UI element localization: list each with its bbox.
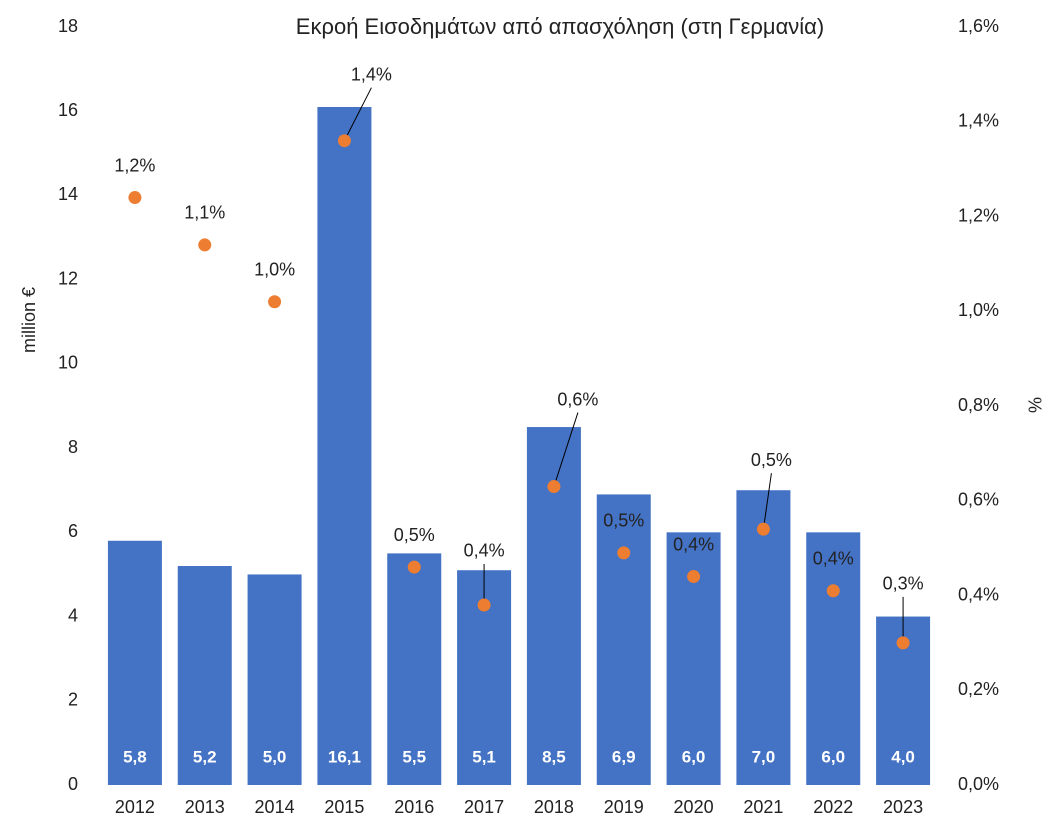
y-tick-label: 2: [68, 690, 78, 710]
bar: [247, 574, 302, 785]
x-tick-label: 2018: [534, 797, 574, 817]
y-axis-label: million €: [19, 287, 39, 353]
leader-line: [762, 473, 772, 530]
bar-value-label: 6,0: [682, 747, 706, 766]
y-tick-label: 6: [68, 521, 78, 541]
dot: [547, 480, 561, 494]
dot: [826, 584, 840, 598]
bar-value-label: 5,0: [263, 747, 287, 766]
y2-axis-label: %: [1024, 397, 1044, 413]
x-tick-label: 2023: [883, 797, 923, 817]
dot: [407, 560, 421, 574]
leader-line: [553, 412, 579, 487]
y2-tick-label: 0,0%: [958, 774, 999, 794]
x-tick-label: 2022: [813, 797, 853, 817]
x-tick-label: 2020: [674, 797, 714, 817]
y2-tick-label: 0,8%: [958, 395, 999, 415]
y2-tick-label: 0,6%: [958, 490, 999, 510]
bar: [736, 490, 791, 785]
bar: [177, 566, 232, 785]
y-tick-label: 4: [68, 605, 78, 625]
dot: [268, 295, 282, 309]
x-tick-label: 2016: [394, 797, 434, 817]
dot-value-label: 0,5%: [394, 525, 435, 545]
bar: [387, 553, 442, 785]
dot: [687, 570, 701, 584]
bar-value-label: 5,8: [123, 747, 147, 766]
dot: [337, 134, 351, 148]
bar-value-label: 6,9: [612, 747, 636, 766]
y-tick-label: 14: [58, 184, 78, 204]
y-tick-label: 18: [58, 16, 78, 36]
x-tick-label: 2013: [185, 797, 225, 817]
dot-value-label: 1,4%: [351, 64, 392, 84]
dot: [477, 598, 491, 612]
y2-tick-label: 1,2%: [958, 205, 999, 225]
dot-value-label: 0,5%: [751, 450, 792, 470]
dot-value-label: 0,4%: [813, 549, 854, 569]
dot-value-label: 0,4%: [464, 541, 505, 561]
x-tick-label: 2012: [115, 797, 155, 817]
y2-tick-label: 1,4%: [958, 111, 999, 131]
bar-value-label: 5,2: [193, 747, 217, 766]
y-tick-label: 10: [58, 353, 78, 373]
dot-value-label: 0,5%: [603, 511, 644, 531]
leader-line: [343, 87, 372, 141]
x-tick-label: 2014: [255, 797, 295, 817]
x-tick-label: 2019: [604, 797, 644, 817]
y-tick-label: 12: [58, 268, 78, 288]
y2-tick-label: 1,0%: [958, 300, 999, 320]
y-tick-label: 16: [58, 100, 78, 120]
bar-value-label: 6,0: [821, 747, 845, 766]
dot-value-label: 0,6%: [557, 389, 598, 409]
bar: [107, 540, 162, 785]
dot: [198, 238, 212, 252]
y2-tick-label: 0,4%: [958, 584, 999, 604]
bar: [317, 107, 372, 785]
bar-value-label: 7,0: [752, 747, 776, 766]
y2-tick-label: 1,6%: [958, 16, 999, 36]
dot: [128, 191, 142, 205]
dot-value-label: 0,4%: [673, 534, 714, 554]
x-tick-label: 2015: [324, 797, 364, 817]
dot-value-label: 0,3%: [883, 574, 924, 594]
bar-value-label: 4,0: [891, 747, 915, 766]
bar-value-label: 16,1: [328, 747, 361, 766]
x-tick-label: 2021: [743, 797, 783, 817]
dot: [756, 522, 770, 536]
y-tick-label: 8: [68, 437, 78, 457]
y-tick-label: 0: [68, 774, 78, 794]
dot-value-label: 1,1%: [184, 203, 225, 223]
bar-value-label: 8,5: [542, 747, 566, 766]
chart-title: Εκροή Εισοδημάτων από απασχόληση (στη Γε…: [296, 14, 824, 39]
dot: [617, 546, 631, 560]
y2-tick-label: 0,2%: [958, 679, 999, 699]
dot-value-label: 1,2%: [114, 155, 155, 175]
dot-value-label: 1,0%: [254, 260, 295, 280]
x-tick-label: 2017: [464, 797, 504, 817]
dot: [896, 636, 910, 650]
bar: [596, 494, 651, 785]
bar-value-label: 5,1: [472, 747, 496, 766]
bar-value-label: 5,5: [402, 747, 426, 766]
bar: [806, 532, 861, 785]
